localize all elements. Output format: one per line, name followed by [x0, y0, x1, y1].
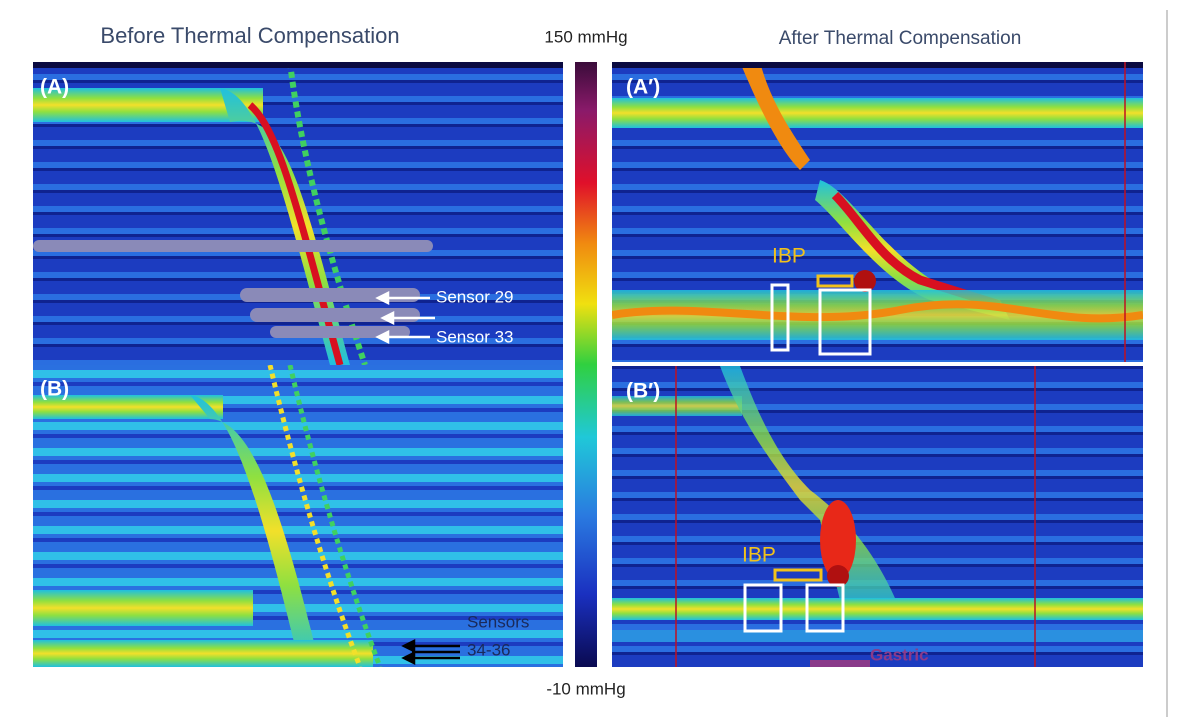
annotation: Sensors: [467, 612, 529, 631]
annotation: Gastric: [870, 645, 929, 664]
annotation: Sensor 29: [436, 287, 514, 306]
panel-label: (A): [40, 76, 69, 99]
annotation: 34-36: [467, 640, 510, 659]
panel-label: (B′): [626, 380, 660, 403]
colorbar-min: -10 mmHg: [546, 679, 625, 698]
annotation: IBP: [742, 544, 776, 567]
annotation: Sensor 33: [436, 327, 514, 346]
figure: Before Thermal Compensation After Therma…: [0, 0, 1190, 717]
panel-label: (A′): [626, 76, 660, 99]
colorbar-max: 150 mmHg: [544, 27, 627, 46]
panel-label: (B): [40, 378, 69, 401]
right-title: After Thermal Compensation: [779, 28, 1022, 49]
heatmap-a: [33, 62, 563, 365]
heatmap-a-prime: [612, 62, 1143, 362]
left-title: Before Thermal Compensation: [100, 23, 399, 48]
heatmap-b-prime: [612, 366, 1143, 667]
colorbar: [575, 62, 597, 667]
annotation: IBP: [772, 245, 806, 268]
